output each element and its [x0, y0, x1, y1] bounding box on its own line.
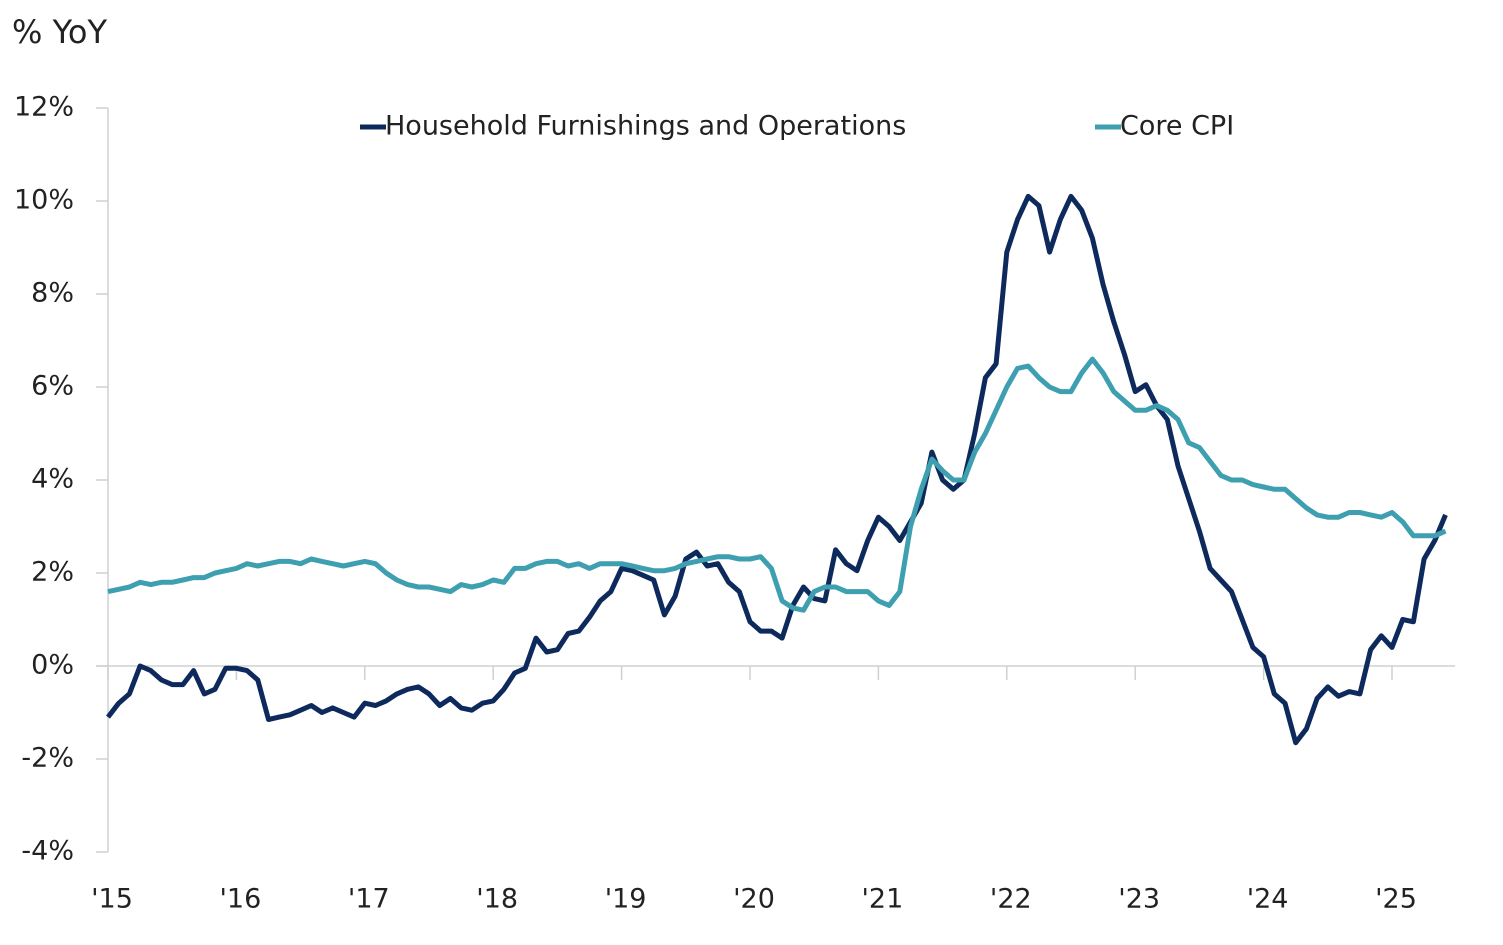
x-tick-label: '24 — [1247, 884, 1289, 915]
y-tick-label: -4% — [21, 836, 74, 867]
y-tick-label: 0% — [31, 650, 74, 681]
x-tick-label: '19 — [605, 884, 647, 915]
y-tick-label: 12% — [14, 92, 74, 123]
x-tick-label: '20 — [733, 884, 775, 915]
x-tick-label: '21 — [862, 884, 904, 915]
legend-label: Core CPI — [1120, 111, 1234, 142]
x-tick-label: '17 — [348, 884, 390, 915]
y-tick-label: 4% — [31, 464, 74, 495]
y-tick-label: 6% — [31, 371, 74, 402]
x-tick-label: '22 — [990, 884, 1032, 915]
x-tick-label: '16 — [220, 884, 262, 915]
data-line — [106, 193, 1448, 746]
x-tick-label: '15 — [91, 884, 133, 915]
data-line — [107, 356, 1447, 613]
x-tick-label: '25 — [1375, 884, 1417, 915]
chart-title: % YoY — [12, 13, 107, 51]
y-tick-label: -2% — [21, 743, 74, 774]
y-tick-label: 10% — [14, 185, 74, 216]
y-tick-label: 2% — [31, 557, 74, 588]
y-tick-label: 8% — [31, 278, 74, 309]
x-tick-label: '18 — [476, 884, 518, 915]
legend-label: Household Furnishings and Operations — [385, 111, 906, 142]
x-tick-label: '23 — [1118, 884, 1160, 915]
